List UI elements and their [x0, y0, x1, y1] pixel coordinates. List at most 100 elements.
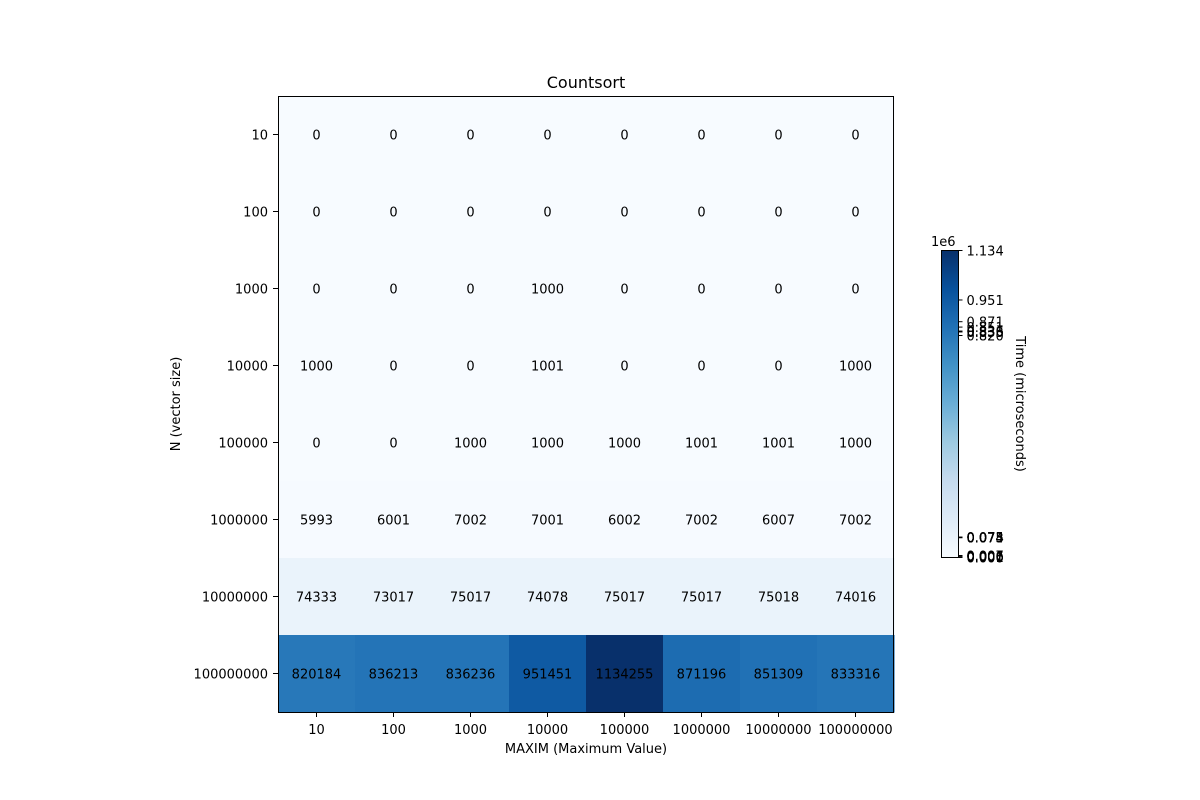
- heatmap-cell: [432, 250, 510, 328]
- heatmap-cell: [355, 250, 433, 328]
- y-axis-label: N (vector size): [169, 357, 184, 452]
- heatmap-cell: [278, 558, 356, 636]
- cell-value-label: 833316: [831, 668, 881, 683]
- cell-value-label: 0: [466, 206, 474, 221]
- cell-value-label: 74333: [296, 591, 337, 606]
- cell-value-label: 1000: [454, 437, 487, 452]
- colorbar-tick-label: 0.006: [967, 550, 1004, 565]
- cell-value-label: 1001: [685, 437, 718, 452]
- cell-value-label: 1000: [531, 283, 564, 298]
- heatmap-cell: [586, 558, 664, 636]
- heatmap-cells: [278, 96, 895, 713]
- cell-value-label: 1134255: [596, 668, 654, 683]
- heatmap-cell: [817, 173, 895, 251]
- x-tick-label: 100000: [600, 723, 650, 738]
- cell-value-label: 0: [851, 129, 859, 144]
- y-tick-label: 100: [243, 206, 268, 221]
- colorbar-tick-label: 0.836: [967, 325, 1004, 340]
- cell-value-label: 1001: [762, 437, 795, 452]
- cell-value-label: 0: [389, 360, 397, 375]
- cell-value-label: 0: [543, 129, 551, 144]
- colorbar-tick-label: 0.851: [967, 321, 1004, 336]
- heatmap-cell: [663, 96, 741, 174]
- heatmap-cell: [509, 635, 587, 713]
- heatmap-cell: [663, 635, 741, 713]
- heatmap-cell: [509, 558, 587, 636]
- colorbar-tick-label: 0.001: [967, 551, 1004, 566]
- cell-value-label: 820184: [292, 668, 342, 683]
- colorbar-tick-label: 0.074: [967, 531, 1004, 546]
- heatmap-cell: [740, 558, 818, 636]
- plot-frame: [278, 96, 894, 713]
- colorbar-tick-label: 0.951: [967, 294, 1004, 309]
- cell-value-label: 0: [389, 206, 397, 221]
- cell-value-label: 836236: [446, 668, 496, 683]
- heatmap-cell: [663, 481, 741, 559]
- colorbar-ticks: 0.0000.0010.0010.0060.0060.0060.0060.007…: [958, 245, 1004, 567]
- cell-value-label: 0: [543, 206, 551, 221]
- cell-value-label: 0: [697, 283, 705, 298]
- cell-value-label: 0: [312, 437, 320, 452]
- cell-value-label: 0: [389, 283, 397, 298]
- x-tick-label: 100: [381, 723, 406, 738]
- heatmap-cell: [509, 404, 587, 482]
- y-tick-label: 1000000: [210, 514, 268, 529]
- cell-value-label: 6001: [377, 514, 410, 529]
- heatmap-cell: [278, 96, 356, 174]
- colorbar-tick-label: 0.836: [967, 325, 1004, 340]
- cell-value-label: 7001: [531, 514, 564, 529]
- cell-value-label: 0: [389, 129, 397, 144]
- heatmap-cell: [278, 635, 356, 713]
- cell-value-label: 1000: [531, 437, 564, 452]
- x-axis-ticks: 10 100 1000 10000 100000 1000000 10000000 10000…: [308, 712, 893, 738]
- colorbar-tick-label: 0.074: [967, 531, 1004, 546]
- cell-value-label: 5993: [300, 514, 333, 529]
- heatmap-cell: [278, 173, 356, 251]
- heatmap-cell: [740, 250, 818, 328]
- heatmap-cell: [663, 250, 741, 328]
- cell-value-label: 1000: [839, 437, 872, 452]
- heatmap-cell: [355, 481, 433, 559]
- y-tick-label: 10: [251, 129, 268, 144]
- cell-value-label: 6002: [608, 514, 641, 529]
- cell-value-label: 0: [620, 283, 628, 298]
- heatmap-cell: [355, 558, 433, 636]
- heatmap-cell: [355, 173, 433, 251]
- x-axis-label: MAXIM (Maximum Value): [505, 742, 667, 757]
- cell-value-label: 836213: [369, 668, 419, 683]
- heatmap-cell: [432, 327, 510, 405]
- colorbar-tick-label: 0.820: [967, 330, 1004, 345]
- heatmap-cell: [432, 481, 510, 559]
- heatmap-cell: [817, 558, 895, 636]
- colorbar-tick-label: 0.075: [967, 531, 1004, 546]
- heatmap-cell: [663, 558, 741, 636]
- cell-value-label: 7002: [454, 514, 487, 529]
- cell-value-label: 0: [389, 437, 397, 452]
- cell-value-label: 0: [851, 206, 859, 221]
- heatmap-cell: [278, 481, 356, 559]
- heatmap-cell: [740, 481, 818, 559]
- cell-value-label: 73017: [373, 591, 414, 606]
- cell-value-label: 1000: [839, 360, 872, 375]
- heatmap-cell: [432, 404, 510, 482]
- heatmap-cell: [817, 635, 895, 713]
- colorbar-tick-label: 0.001: [967, 551, 1004, 566]
- x-tick-label: 10000: [527, 723, 568, 738]
- heatmap-cell: [586, 404, 664, 482]
- cell-value-label: 1001: [531, 360, 564, 375]
- colorbar-tick-label: 0.000: [967, 552, 1004, 567]
- heatmap-cell: [586, 250, 664, 328]
- heatmap-cell: [817, 481, 895, 559]
- y-tick-label: 1000: [235, 283, 268, 298]
- y-axis-ticks: 10 100 1000 10000 100000 1000000 10000000 10000…: [194, 129, 278, 683]
- heatmap-cell: [586, 173, 664, 251]
- colorbar-tick-label: 0.833: [967, 326, 1004, 341]
- heatmap-cell: [817, 327, 895, 405]
- heatmap-cell: [663, 404, 741, 482]
- cell-value-label: 0: [466, 129, 474, 144]
- heatmap-cell: [663, 173, 741, 251]
- heatmap-cell: [817, 404, 895, 482]
- cell-value-label: 75017: [450, 591, 491, 606]
- colorbar-tick-label: 0.006: [967, 550, 1004, 565]
